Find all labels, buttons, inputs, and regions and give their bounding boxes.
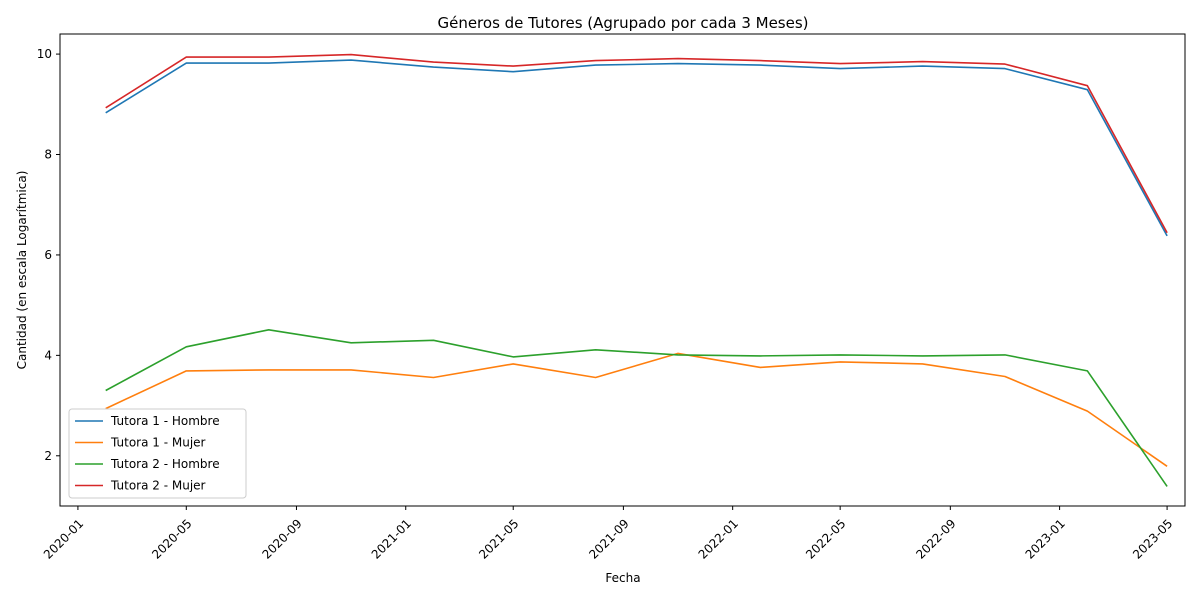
- chart-title: Géneros de Tutores (Agrupado por cada 3 …: [437, 14, 808, 32]
- y-tick-label: 10: [37, 47, 52, 61]
- series-line-3: [105, 328, 1168, 487]
- plot-lines: [105, 53, 1168, 487]
- legend-label-4: Tutora 2 - Mujer: [110, 479, 206, 493]
- series-line-2: [105, 352, 1168, 467]
- legend-box: [68, 408, 247, 499]
- y-tick-label: 2: [44, 449, 52, 463]
- y-tick-label: 6: [44, 248, 52, 262]
- legend-label-2: Tutora 1 - Mujer: [110, 436, 206, 450]
- y-tick-label: 4: [44, 348, 52, 362]
- legend: Tutora 1 - Hombre Tutora 1 - Mujer Tutora …: [68, 408, 247, 499]
- y-axis-label: Cantidad (en escala Logarítmica): [15, 171, 29, 370]
- legend-label-1: Tutora 1 - Hombre: [110, 414, 220, 428]
- plot-frame: [59, 33, 1186, 507]
- legend-label-3: Tutora 2 - Hombre: [110, 457, 220, 471]
- series-line-4: [105, 53, 1168, 234]
- series-line-1: [105, 59, 1168, 237]
- y-tick-label: 8: [44, 148, 52, 162]
- x-axis-label: Fecha: [605, 571, 640, 585]
- y-axis: 2 4 6 8 10: [37, 47, 60, 463]
